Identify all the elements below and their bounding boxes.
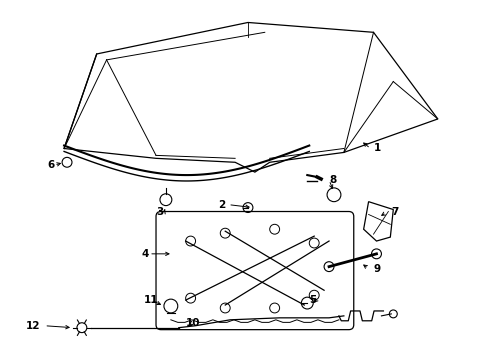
Text: 11: 11 bbox=[144, 295, 159, 305]
Text: 8: 8 bbox=[329, 175, 336, 185]
Text: 5: 5 bbox=[309, 295, 317, 305]
Text: 9: 9 bbox=[373, 264, 381, 274]
Text: 6: 6 bbox=[47, 160, 54, 170]
Text: 2: 2 bbox=[219, 199, 225, 210]
Text: 1: 1 bbox=[373, 144, 381, 153]
Text: 12: 12 bbox=[26, 321, 40, 331]
Text: 7: 7 bbox=[392, 207, 399, 217]
Text: 10: 10 bbox=[186, 318, 200, 328]
Text: 3: 3 bbox=[156, 207, 163, 217]
Text: 4: 4 bbox=[141, 249, 148, 259]
